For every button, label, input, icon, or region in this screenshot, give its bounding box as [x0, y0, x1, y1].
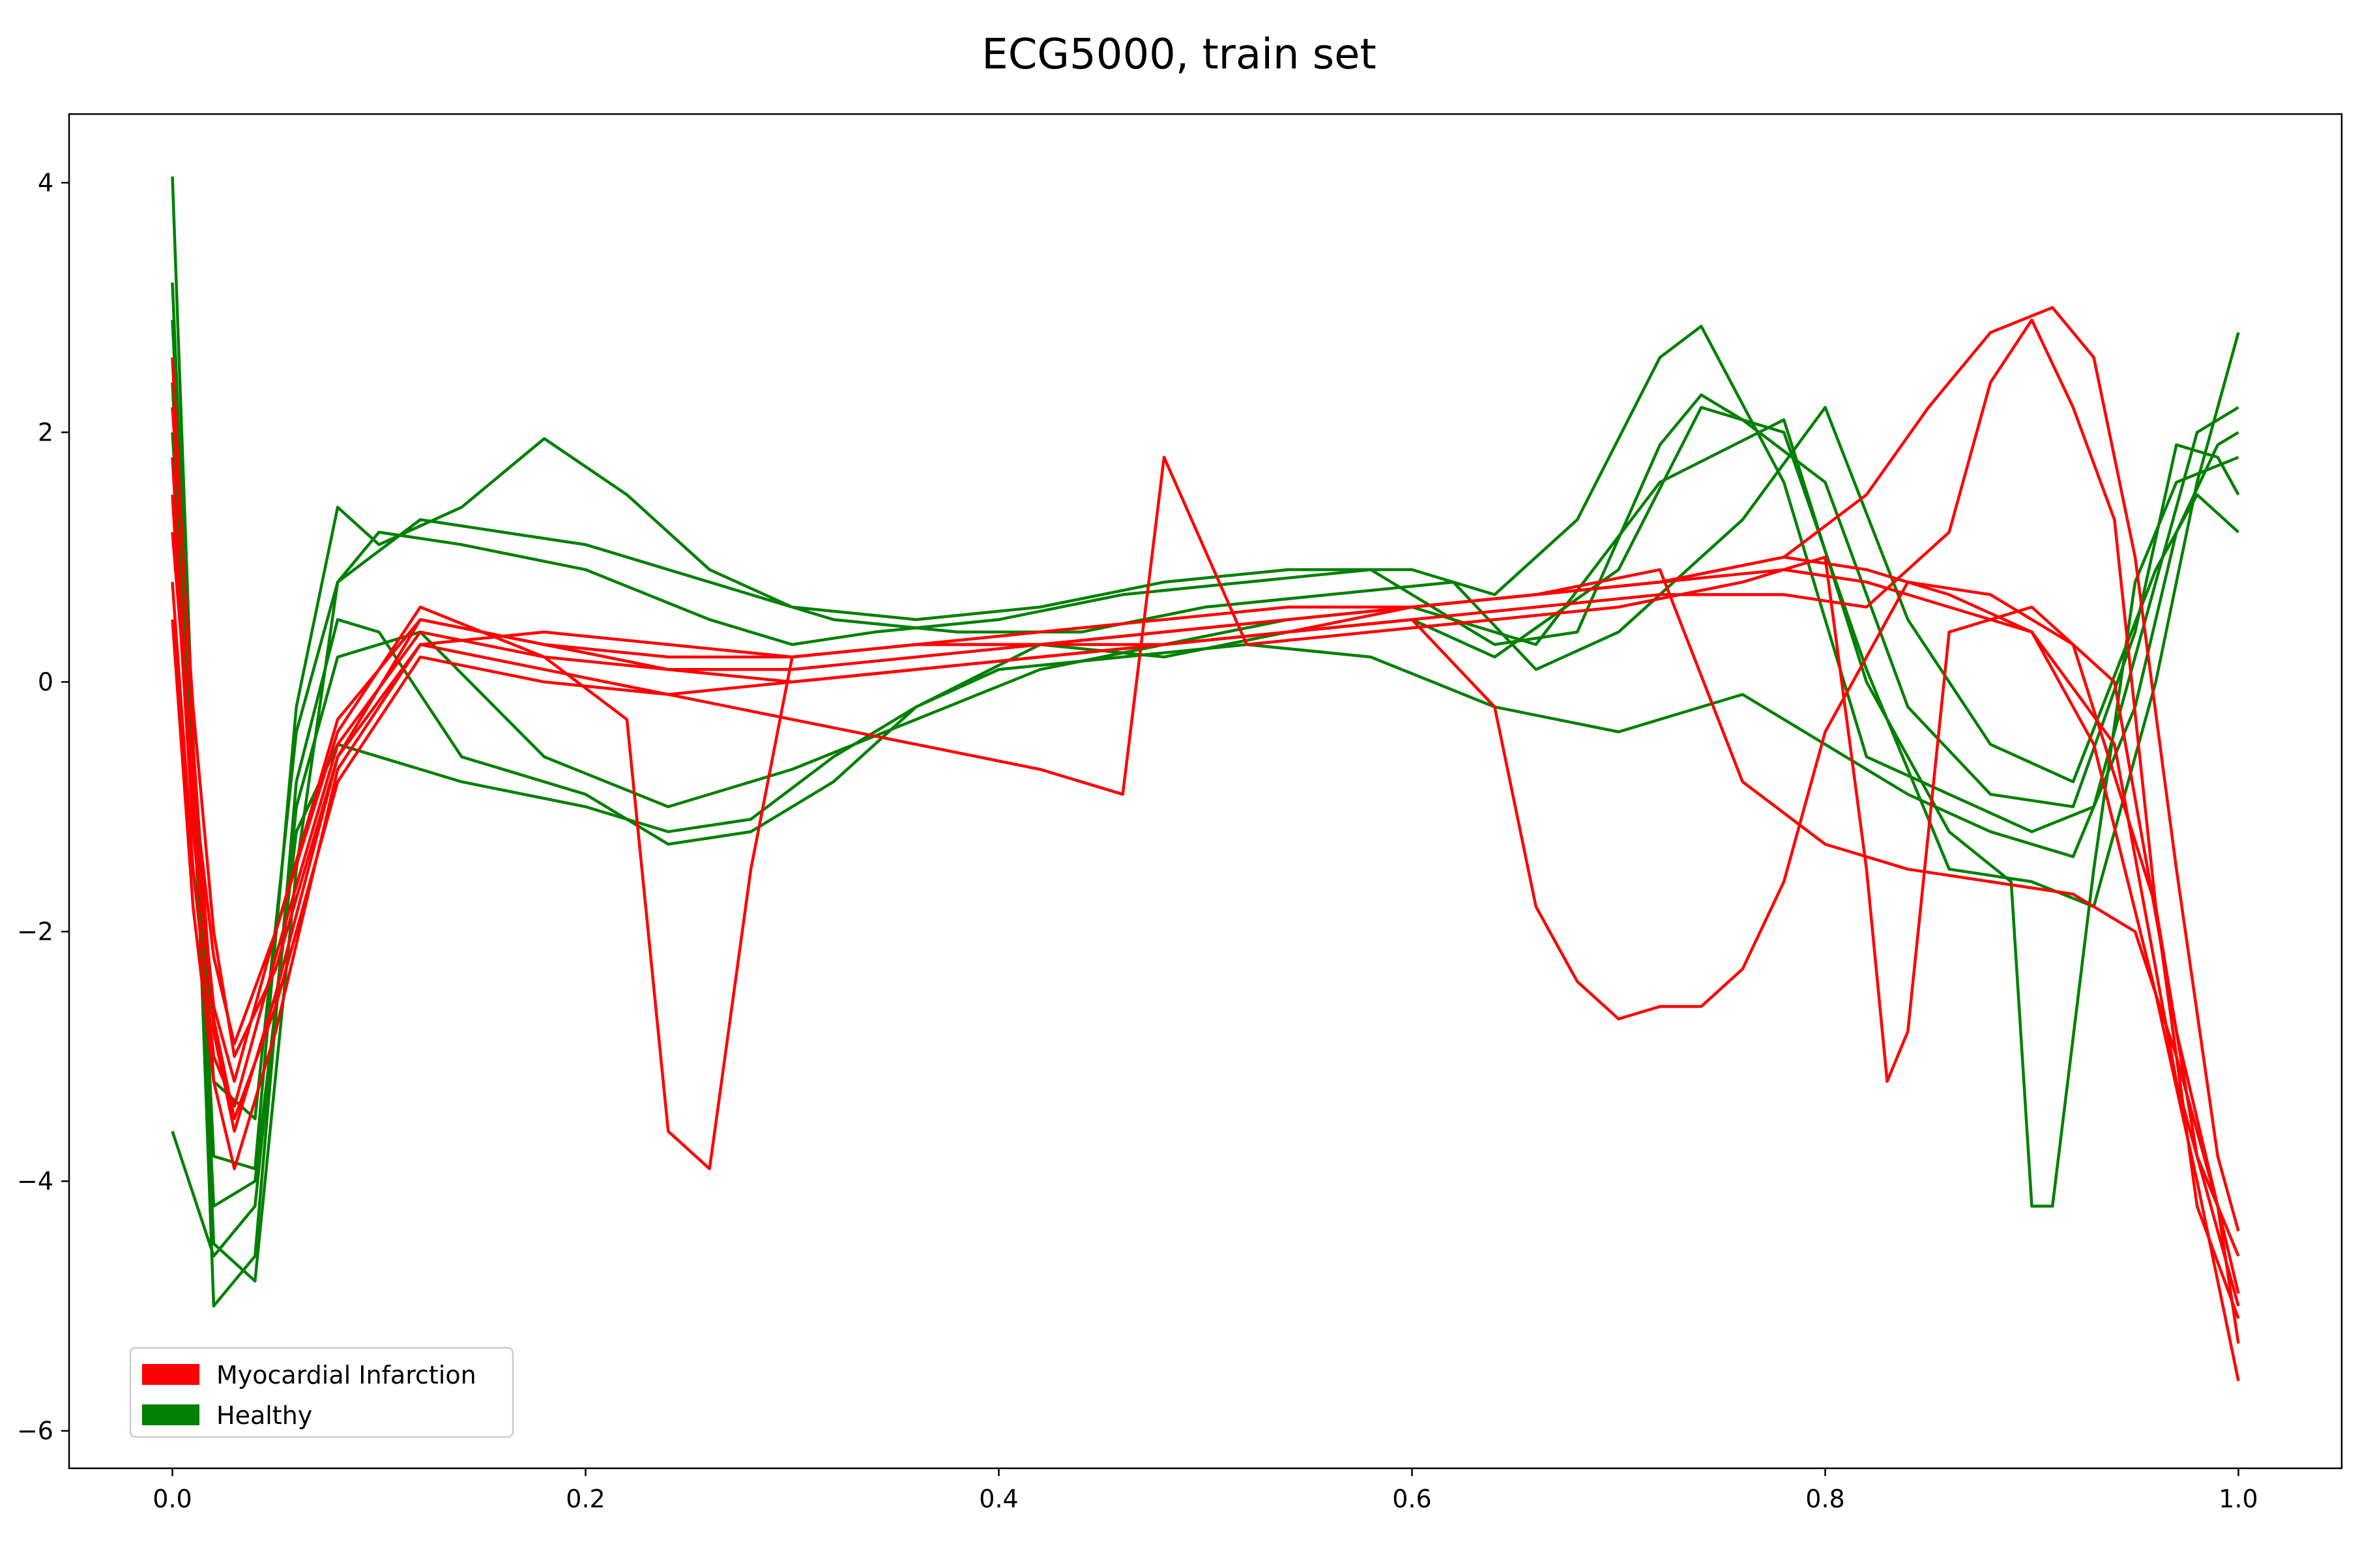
x-tick-label: 1.0: [2219, 1485, 2258, 1513]
legend-label-myocardial-infarction: Myocardial Infarction: [216, 1361, 476, 1389]
y-tick-label: 4: [38, 168, 53, 197]
y-tick-label: −6: [17, 1417, 53, 1445]
series-line-myocardial-infarction-7: [171, 568, 2240, 1344]
y-tick-label: 2: [38, 418, 53, 446]
y-tick-label: −2: [17, 917, 53, 946]
series-line-healthy-4: [171, 319, 2239, 1170]
x-tick-label: 0.8: [1805, 1485, 1844, 1513]
x-tick-label: 0.6: [1392, 1485, 1431, 1513]
y-tick-label: −4: [17, 1167, 53, 1196]
series-line-myocardial-infarction-5: [171, 407, 2240, 1294]
legend-swatch-myocardial-infarction: [142, 1364, 199, 1385]
x-tick-label: 0.0: [153, 1485, 192, 1513]
series-line-myocardial-infarction-4: [171, 306, 2240, 1232]
x-axis: 0.0 0.2 0.4 0.6 0.8 1.0: [153, 1468, 2258, 1513]
y-tick-label: 0: [38, 667, 53, 696]
series-line-healthy-6: [171, 405, 2240, 1120]
y-axis: 4 2 0 −2 −4 −6: [17, 168, 69, 1445]
legend-swatch-healthy: [142, 1404, 199, 1425]
chart-title: ECG5000, train set: [982, 31, 1376, 79]
legend-label-healthy: Healthy: [216, 1401, 312, 1430]
x-tick-label: 0.4: [979, 1485, 1018, 1513]
series-layer: [171, 176, 2240, 1382]
x-tick-label: 0.2: [566, 1485, 605, 1513]
series-line-healthy-1: [171, 282, 2240, 1283]
legend-box: [129, 1346, 514, 1438]
series-line-myocardial-infarction-3: [171, 580, 2240, 1257]
plot-frame: [68, 113, 2343, 1470]
series-myocardial-infarction: [171, 306, 2240, 1382]
series-line-myocardial-infarction-6: [171, 318, 2240, 1319]
legend: Myocardial Infarction Healthy: [129, 1346, 514, 1438]
